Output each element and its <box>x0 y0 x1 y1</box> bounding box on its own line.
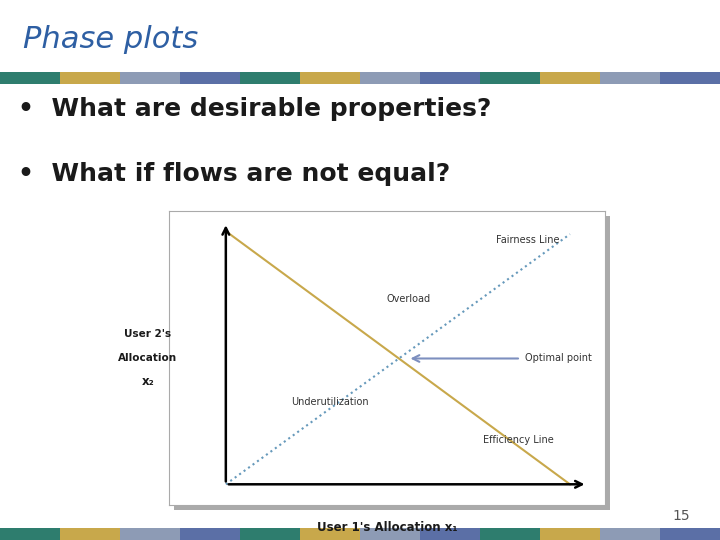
Text: Underutilization: Underutilization <box>292 397 369 407</box>
Text: Efficiency Line: Efficiency Line <box>483 435 554 445</box>
Text: Overload: Overload <box>387 294 431 304</box>
Text: Phase plots: Phase plots <box>23 25 198 54</box>
Text: Optimal point: Optimal point <box>525 354 592 363</box>
Text: •  What if flows are not equal?: • What if flows are not equal? <box>18 162 450 186</box>
Text: 15: 15 <box>672 509 690 523</box>
Text: Allocation: Allocation <box>118 353 178 363</box>
Text: x₂: x₂ <box>142 375 154 388</box>
Text: User 2's: User 2's <box>125 329 171 339</box>
Text: User 1's Allocation x₁: User 1's Allocation x₁ <box>317 521 457 534</box>
Text: •  What are desirable properties?: • What are desirable properties? <box>18 97 491 122</box>
Text: Fairness Line: Fairness Line <box>496 235 559 245</box>
